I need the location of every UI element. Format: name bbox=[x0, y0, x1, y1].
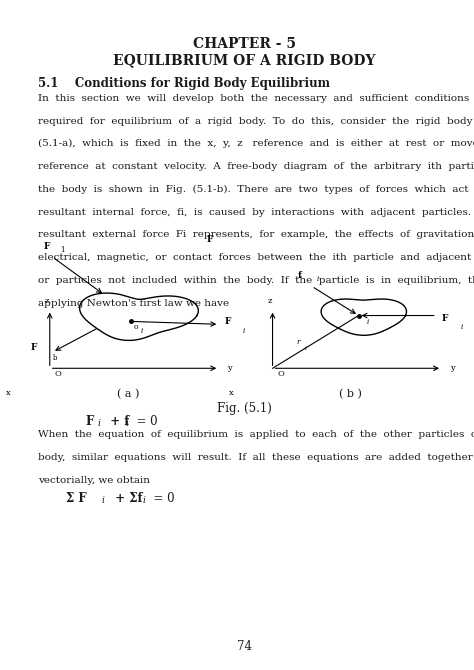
Text: F: F bbox=[225, 317, 231, 326]
Text: reference  at  constant  velocity.  A  free-body  diagram  of  the  arbitrary  i: reference at constant velocity. A free-b… bbox=[38, 162, 474, 171]
Text: F: F bbox=[30, 343, 36, 352]
Text: ( b ): ( b ) bbox=[339, 389, 362, 399]
Text: = 0: = 0 bbox=[129, 415, 158, 428]
Text: i: i bbox=[317, 275, 319, 283]
Text: F: F bbox=[44, 242, 50, 251]
Text: i: i bbox=[305, 346, 307, 351]
Text: vectorially, we obtain: vectorially, we obtain bbox=[38, 476, 150, 484]
Text: 74: 74 bbox=[237, 641, 252, 653]
Text: CHAPTER - 5: CHAPTER - 5 bbox=[192, 37, 296, 51]
Text: r: r bbox=[296, 338, 300, 346]
Text: y: y bbox=[227, 364, 232, 373]
Text: electrical,  magnetic,  or  contact  forces  between  the  ith  particle  and  a: electrical, magnetic, or contact forces … bbox=[38, 253, 474, 262]
Text: the  body  is  shown  in  Fig.  (5.1-b).  There  are  two  types  of  forces  wh: the body is shown in Fig. (5.1-b). There… bbox=[38, 185, 474, 194]
Text: i: i bbox=[97, 419, 100, 427]
Text: i: i bbox=[102, 496, 105, 505]
Text: i: i bbox=[243, 327, 245, 335]
Text: ( a ): ( a ) bbox=[117, 389, 139, 399]
Text: i: i bbox=[366, 318, 369, 326]
Text: b: b bbox=[52, 354, 57, 362]
Text: i: i bbox=[460, 323, 463, 331]
Text: Fig. (5.1): Fig. (5.1) bbox=[217, 402, 272, 415]
Text: F: F bbox=[442, 314, 448, 323]
Text: or  particles  not  included  within  the  body.  If  the  particle  is  in  equ: or particles not included within the bod… bbox=[38, 276, 474, 285]
Text: body,  similar  equations  will  result.  If  all  these  equations  are  added : body, similar equations will result. If … bbox=[38, 453, 473, 462]
Text: o: o bbox=[133, 323, 137, 331]
Text: i: i bbox=[141, 327, 143, 335]
Text: i: i bbox=[142, 496, 145, 505]
Text: required  for  equilibrium  of  a  rigid  body.  To  do  this,  consider  the  r: required for equilibrium of a rigid body… bbox=[38, 117, 474, 125]
Text: f: f bbox=[297, 271, 301, 280]
Text: resultant  internal  force,  fi,  is  caused  by  interactions  with  adjacent  : resultant internal force, fi, is caused … bbox=[38, 208, 474, 216]
Text: x: x bbox=[228, 389, 233, 397]
Text: = 0: = 0 bbox=[146, 492, 174, 505]
Text: (5.1-a),  which  is  fixed  in  the  x,  y,  z   reference  and  is  either  at : (5.1-a), which is fixed in the x, y, z r… bbox=[38, 139, 474, 149]
Text: F: F bbox=[206, 234, 212, 244]
Text: Σ F: Σ F bbox=[66, 492, 87, 505]
Text: + Σf: + Σf bbox=[107, 492, 142, 505]
Text: y: y bbox=[450, 364, 455, 373]
Text: resultant  external  force  Fi  represents,  for  example,  the  effects  of  gr: resultant external force Fi represents, … bbox=[38, 230, 474, 239]
Text: EQUILIBRIUM OF A RIGID BODY: EQUILIBRIUM OF A RIGID BODY bbox=[113, 54, 375, 68]
Text: 1: 1 bbox=[60, 246, 64, 254]
Text: O: O bbox=[278, 370, 285, 378]
Text: z: z bbox=[268, 297, 272, 306]
Text: When  the  equation  of  equilibrium  is  applied  to  each  of  the  other  par: When the equation of equilibrium is appl… bbox=[38, 430, 474, 439]
Text: + f: + f bbox=[102, 415, 129, 428]
Text: i: i bbox=[126, 419, 128, 427]
Text: applying Newton's first law we have: applying Newton's first law we have bbox=[38, 299, 229, 308]
Text: F: F bbox=[85, 415, 93, 428]
Text: x: x bbox=[6, 389, 10, 397]
Text: O: O bbox=[55, 370, 62, 378]
Text: z: z bbox=[45, 297, 49, 306]
Text: 5.1    Conditions for Rigid Body Equilibrium: 5.1 Conditions for Rigid Body Equilibriu… bbox=[38, 77, 330, 90]
Text: In  this  section  we  will  develop  both  the  necessary  and  sufficient  con: In this section we will develop both the… bbox=[38, 94, 469, 103]
